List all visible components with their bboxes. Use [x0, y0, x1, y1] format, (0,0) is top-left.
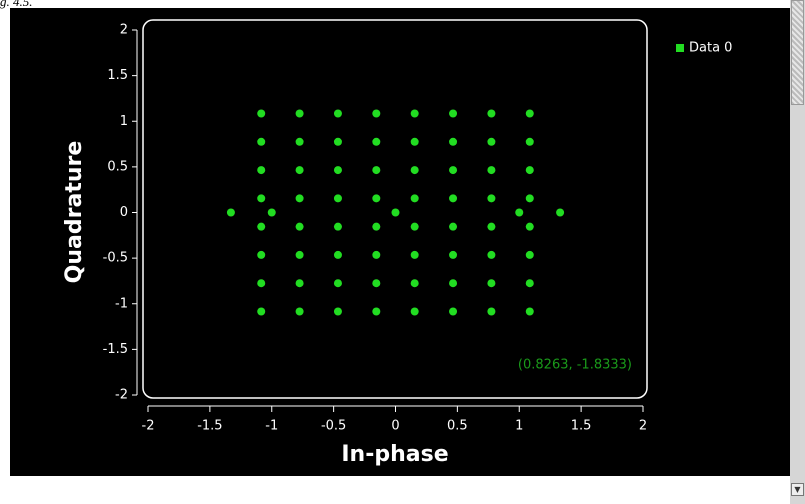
y-tick-label: 1: [120, 114, 128, 129]
point: [372, 307, 381, 316]
point: [410, 250, 419, 259]
point: [333, 279, 342, 288]
point: [372, 137, 381, 146]
point: [487, 279, 496, 288]
point: [333, 250, 342, 259]
point: [295, 250, 304, 259]
point: [372, 250, 381, 259]
x-tick-label: 2: [639, 419, 647, 434]
x-tick-label: -0.5: [321, 419, 346, 434]
point: [257, 166, 266, 175]
point: [333, 109, 342, 118]
point: [257, 194, 266, 203]
point: [372, 279, 381, 288]
point: [295, 109, 304, 118]
point: [525, 279, 534, 288]
point: [410, 279, 419, 288]
y-tick-label: 0.5: [107, 159, 128, 174]
point: [295, 166, 304, 175]
point: [226, 208, 235, 217]
point: [487, 166, 496, 175]
point: [515, 208, 524, 217]
point: [449, 250, 458, 259]
x-tick-label: -1: [265, 419, 278, 434]
point: [372, 109, 381, 118]
y-tick-label: 0: [120, 205, 128, 220]
caption: g. 4.5.: [0, 0, 33, 9]
x-tick-label: 0.5: [447, 419, 468, 434]
point: [449, 137, 458, 146]
point: [267, 208, 276, 217]
point: [295, 307, 304, 316]
point: [449, 222, 458, 231]
point: [487, 307, 496, 316]
point: [295, 222, 304, 231]
scrollbar[interactable]: ▼: [790, 0, 805, 504]
point: [449, 194, 458, 203]
point: [257, 279, 266, 288]
point: [525, 222, 534, 231]
point: [257, 307, 266, 316]
point: [372, 166, 381, 175]
point: [372, 222, 381, 231]
cursor-readout: (0.8263, -1.8333): [518, 358, 632, 373]
point: [487, 222, 496, 231]
x-tick-label: -2: [142, 419, 155, 434]
point: [449, 279, 458, 288]
point: [556, 208, 565, 217]
point: [487, 194, 496, 203]
y-tick-label: -1: [115, 296, 128, 311]
point: [410, 166, 419, 175]
point: [257, 109, 266, 118]
point: [391, 208, 400, 217]
legend-swatch: [676, 44, 684, 52]
point: [333, 137, 342, 146]
point: [449, 307, 458, 316]
point: [372, 194, 381, 203]
point: [525, 137, 534, 146]
point: [333, 194, 342, 203]
point: [449, 166, 458, 175]
point: [525, 109, 534, 118]
point: [410, 194, 419, 203]
y-tick-label: 2: [120, 23, 128, 38]
point: [333, 307, 342, 316]
point: [295, 279, 304, 288]
legend-label: Data 0: [689, 41, 732, 56]
point: [410, 222, 419, 231]
y-tick-label: -0.5: [103, 251, 128, 266]
point: [410, 109, 419, 118]
y-tick-label: 1.5: [107, 68, 128, 83]
x-tick-label: 1.5: [571, 419, 592, 434]
x-axis-title: In-phase: [341, 442, 448, 467]
scroll-down[interactable]: ▼: [791, 483, 804, 496]
point: [487, 137, 496, 146]
point: [525, 194, 534, 203]
point: [410, 137, 419, 146]
plot-frame: [142, 19, 648, 399]
y-tick-label: -2: [115, 388, 128, 403]
point: [333, 166, 342, 175]
point: [487, 250, 496, 259]
point: [487, 109, 496, 118]
point: [295, 137, 304, 146]
point: [525, 250, 534, 259]
point: [410, 307, 419, 316]
point: [449, 109, 458, 118]
y-tick-label: -1.5: [103, 342, 128, 357]
point: [525, 166, 534, 175]
point: [295, 194, 304, 203]
point: [333, 222, 342, 231]
x-tick-label: 0: [391, 419, 399, 434]
point: [525, 307, 534, 316]
point: [257, 222, 266, 231]
point: [257, 137, 266, 146]
point: [257, 250, 266, 259]
x-tick-label: -1.5: [197, 419, 222, 434]
y-axis-title: Quadrature: [62, 141, 87, 284]
scroll-thumb[interactable]: [791, 0, 804, 105]
x-tick-label: 1: [515, 419, 523, 434]
